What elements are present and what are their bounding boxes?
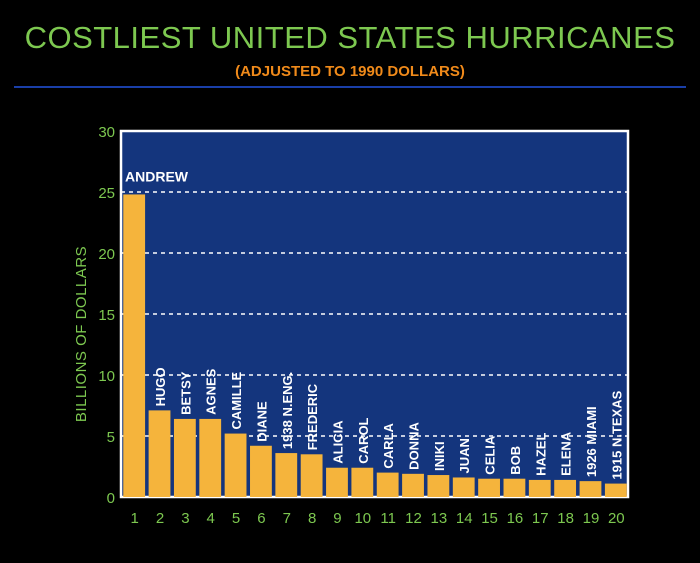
y-tick-label: 0: [107, 490, 115, 507]
bar-label: CAMILLE: [229, 371, 244, 429]
bar: [478, 478, 500, 497]
bar-label: ALICIA: [330, 420, 345, 464]
x-tick-label: 4: [207, 510, 215, 527]
bar: [452, 477, 475, 497]
bar: [528, 479, 551, 497]
x-tick-label: 9: [333, 510, 341, 527]
bar-label: DIANE: [254, 401, 269, 442]
page-subtitle: (ADJUSTED TO 1990 DOLLARS): [235, 63, 465, 80]
bar-label: BETSY: [178, 371, 193, 415]
x-tick-label: 14: [456, 510, 473, 527]
bar: [224, 433, 247, 497]
bar-label: FREDERIC: [305, 383, 320, 450]
x-tick-label: 15: [481, 510, 498, 527]
bar: [402, 473, 424, 497]
x-tick-label: 2: [156, 510, 164, 527]
bar: [300, 454, 323, 497]
x-tick-label: 13: [431, 510, 448, 527]
bar-label: AGNES: [204, 368, 219, 415]
x-tick-label: 18: [557, 510, 574, 527]
bar-label: 1926 MIAMI: [584, 406, 599, 477]
page-title: COSTLIEST UNITED STATES HURRICANES: [24, 20, 676, 55]
bar: [427, 475, 450, 497]
y-tick-label: 25: [98, 185, 115, 202]
y-tick-label: 10: [98, 368, 115, 385]
bar-label: CARLA: [381, 422, 396, 468]
bar-label: 1915 N.TEXAS: [609, 390, 624, 479]
bar-label: ANDREW: [125, 168, 189, 184]
bar: [376, 472, 399, 497]
bar: [503, 478, 526, 497]
x-tick-label: 17: [532, 510, 549, 527]
x-tick-label: 16: [507, 510, 524, 527]
y-axis-label: BILLIONS OF DOLLARS: [73, 246, 90, 422]
bar-label: CELIA: [483, 435, 498, 475]
bar: [199, 418, 222, 497]
bar: [123, 194, 146, 497]
bar: [173, 418, 196, 497]
x-tick-label: 10: [354, 510, 371, 527]
bar: [351, 467, 374, 497]
bar-label: BOB: [508, 446, 523, 475]
bar-label: HUGO: [153, 367, 168, 406]
x-tick-label: 8: [308, 510, 316, 527]
y-tick-label: 30: [98, 124, 115, 141]
plot-area: [119, 129, 630, 499]
bar: [148, 410, 171, 497]
y-tick-label: 15: [98, 307, 115, 324]
y-tick-label: 20: [98, 246, 115, 263]
bar-label: JUAN: [457, 438, 472, 473]
bar-label: ELENA: [559, 431, 574, 476]
bar: [604, 483, 627, 497]
x-tick-label: 20: [608, 510, 625, 527]
x-tick-label: 1: [131, 510, 139, 527]
bar: [579, 481, 602, 497]
bar-label: INIKI: [432, 441, 447, 471]
bar-label: 1938 N.ENG.: [280, 372, 295, 449]
x-tick-label: 5: [232, 510, 240, 527]
x-tick-label: 11: [380, 510, 396, 527]
x-tick-label: 6: [257, 510, 265, 527]
bar: [275, 453, 298, 497]
y-tick-label: 5: [107, 429, 115, 446]
bar: [326, 467, 348, 497]
bar: [250, 445, 272, 497]
bar-label: HAZEL: [533, 433, 548, 476]
x-tick-label: 7: [283, 510, 291, 527]
bar: [554, 479, 577, 497]
bar-label: DONNA: [407, 422, 422, 470]
title-divider: [14, 86, 686, 88]
x-tick-label: 12: [405, 510, 422, 527]
bar-label: CAROL: [356, 417, 371, 463]
x-tick-label: 3: [181, 510, 189, 527]
x-tick-label: 19: [583, 510, 600, 527]
